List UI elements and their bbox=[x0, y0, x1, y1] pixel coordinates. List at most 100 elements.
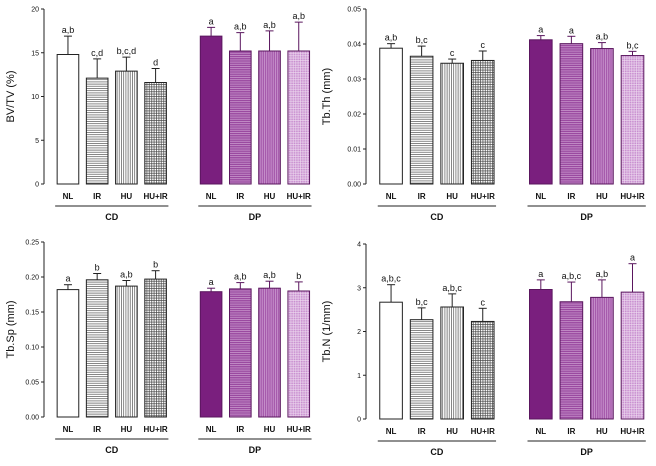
group-label: DP bbox=[249, 445, 262, 455]
significance-label: b bbox=[95, 263, 100, 273]
group-label: CD bbox=[430, 447, 443, 457]
category-label: NL bbox=[206, 425, 217, 434]
bar bbox=[258, 287, 281, 418]
y-tick-label: 0.03 bbox=[347, 77, 361, 84]
bar bbox=[85, 279, 109, 418]
category-label: HU+IR bbox=[471, 192, 495, 201]
significance-label: c bbox=[480, 297, 485, 307]
y-tick-label: 0.02 bbox=[347, 112, 361, 119]
bar bbox=[440, 306, 464, 420]
significance-label: a bbox=[630, 253, 635, 263]
category-label: NL bbox=[63, 192, 74, 201]
bar bbox=[287, 50, 311, 185]
category-label: IR bbox=[567, 192, 575, 201]
category-label: HU bbox=[121, 192, 133, 201]
y-tick-label: 0.15 bbox=[25, 310, 39, 317]
y-tick-label: 0.25 bbox=[25, 240, 39, 247]
bar bbox=[440, 62, 464, 185]
bar bbox=[620, 291, 645, 420]
y-axis-label: Tb.Th (mm) bbox=[321, 68, 333, 125]
category-label: HU+IR bbox=[471, 427, 495, 436]
y-tick-label: 4 bbox=[357, 242, 361, 249]
panel-tb-sp: 0.00 0.05 0.10 0.15 0.20 0.25 Tb.Sp (mm) a NL b IR… bbox=[5, 240, 312, 455]
significance-label: c bbox=[480, 40, 485, 50]
y-tick-label: 20 bbox=[31, 7, 39, 14]
group-label: DP bbox=[249, 212, 262, 222]
y-axis-label: Tb.N (1/mm) bbox=[321, 301, 333, 363]
category-label: HU bbox=[446, 427, 458, 436]
group-label: DP bbox=[580, 447, 593, 457]
category-label: IR bbox=[236, 192, 244, 201]
group-label: DP bbox=[580, 212, 593, 222]
bar bbox=[85, 77, 109, 185]
bar bbox=[559, 301, 584, 420]
y-tick-label: 1 bbox=[357, 373, 361, 380]
y-tick-label: 2 bbox=[357, 329, 361, 336]
significance-label: a bbox=[538, 269, 543, 279]
y-tick-label: 0 bbox=[357, 417, 361, 424]
bar bbox=[229, 50, 252, 185]
significance-label: a,b bbox=[120, 270, 133, 280]
bar bbox=[199, 35, 223, 185]
category-label: HU+IR bbox=[143, 192, 167, 201]
y-tick-label: 15 bbox=[31, 50, 39, 57]
category-label: IR bbox=[93, 192, 101, 201]
y-tick-label: 0.00 bbox=[347, 182, 361, 189]
significance-label: a bbox=[65, 274, 70, 284]
category-label: HU bbox=[264, 192, 276, 201]
significance-label: b,c bbox=[626, 40, 639, 50]
significance-label: a,b bbox=[596, 32, 609, 42]
category-label: HU+IR bbox=[620, 192, 644, 201]
y-axis-label: BV/TV (%) bbox=[5, 71, 17, 123]
category-label: HU+IR bbox=[287, 425, 311, 434]
bar bbox=[199, 291, 223, 418]
significance-label: a bbox=[209, 16, 214, 26]
significance-label: c,d bbox=[91, 48, 103, 58]
category-label: HU bbox=[596, 427, 608, 436]
category-label: HU bbox=[596, 192, 608, 201]
significance-label: a,b,c bbox=[442, 283, 462, 293]
bar bbox=[529, 289, 553, 420]
y-tick-label: 5 bbox=[35, 138, 39, 145]
significance-label: a,b bbox=[263, 20, 276, 30]
category-label: NL bbox=[535, 192, 546, 201]
y-tick-label: 0.10 bbox=[25, 345, 39, 352]
y-tick-label: 0 bbox=[35, 182, 39, 189]
significance-label: a,b bbox=[385, 33, 398, 43]
bar bbox=[379, 301, 403, 420]
bar bbox=[379, 47, 403, 185]
bar bbox=[590, 296, 614, 420]
category-label: HU bbox=[446, 192, 458, 201]
bar bbox=[590, 48, 614, 185]
significance-label: a,b bbox=[292, 11, 305, 21]
significance-label: b,c,d bbox=[117, 46, 137, 56]
significance-label: a,b,c bbox=[381, 274, 401, 284]
category-label: HU bbox=[264, 425, 276, 434]
y-tick-label: 0.05 bbox=[347, 7, 361, 14]
bar bbox=[287, 290, 311, 418]
category-label: IR bbox=[418, 427, 426, 436]
y-tick-label: 0.01 bbox=[347, 147, 361, 154]
group-label: CD bbox=[430, 212, 443, 222]
bar bbox=[56, 289, 80, 418]
panel-tb-th: 0.00 0.01 0.02 0.03 0.04 0.05 Tb.Th (mm) a,b NL b… bbox=[321, 7, 646, 222]
bar bbox=[409, 55, 434, 185]
significance-label: d bbox=[153, 58, 158, 68]
significance-label: b bbox=[296, 271, 301, 281]
category-label: HU+IR bbox=[620, 427, 644, 436]
significance-label: a bbox=[569, 25, 574, 35]
bar bbox=[229, 288, 252, 418]
category-label: NL bbox=[386, 192, 397, 201]
significance-label: a,b bbox=[596, 269, 609, 279]
y-axis-label: Tb.Sp (mm) bbox=[5, 300, 17, 358]
y-tick-label: 3 bbox=[357, 285, 361, 292]
category-label: IR bbox=[93, 425, 101, 434]
significance-label: a,b bbox=[234, 22, 247, 32]
significance-label: b bbox=[153, 260, 158, 270]
y-tick-label: 0.20 bbox=[25, 275, 39, 282]
significance-label: c bbox=[450, 48, 455, 58]
bar bbox=[470, 59, 495, 185]
group-label: CD bbox=[105, 212, 118, 222]
category-label: IR bbox=[418, 192, 426, 201]
